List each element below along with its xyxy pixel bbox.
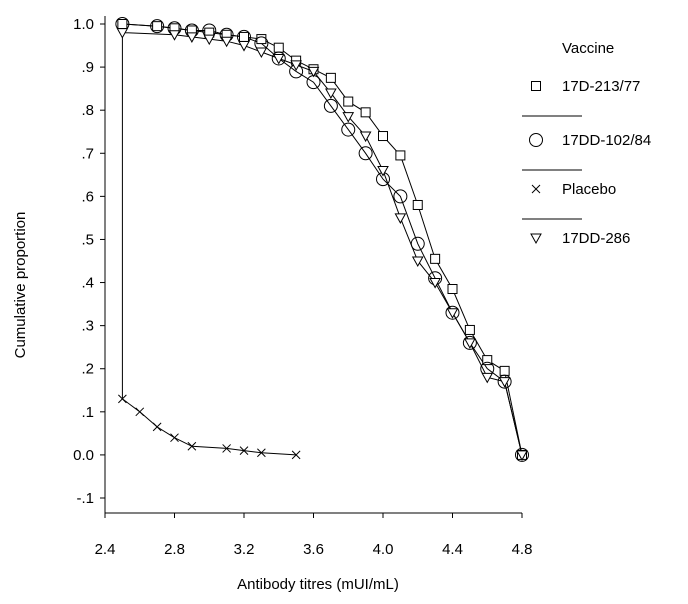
data-point-series-4 [516,450,528,461]
data-point-series-4 [498,377,511,388]
data-point-series-1 [256,34,267,45]
x-tick-label: 4.4 [442,541,463,558]
x-tick-label: 4.0 [373,541,394,558]
data-point-series-2 [271,51,286,66]
data-point-series-2 [497,374,512,389]
data-point-series-1 [464,324,475,335]
y-tick-label: .2 [81,361,94,378]
data-point-series-4 [481,372,494,384]
x-tick-label: 2.4 [95,541,116,558]
x-tick-label: 2.8 [164,541,185,558]
data-point-series-2 [445,305,460,320]
legend-marker-2 [529,133,543,147]
series-line-3 [121,24,297,456]
data-point-series-2 [462,335,477,350]
data-point-series-1 [360,107,371,118]
x-axis-label: Antibody titres (mUI/mL) [237,576,399,593]
x-ticks: 2.4 2.8 3.2 3.6 4.0 4.4 4.8 [95,513,533,558]
y-tick-label: .4 [81,275,94,292]
series-line-1 [122,23,523,456]
data-point-series-4 [116,28,129,39]
data-point-series-1 [412,199,423,210]
y-tick-label: .8 [81,102,94,119]
data-point-series-3 [257,448,266,458]
data-point-series-4 [272,53,285,65]
x-tick-label: 3.6 [303,541,324,558]
data-point-series-4 [446,308,459,319]
data-point-series-1 [378,131,388,142]
data-point-series-4 [238,41,250,52]
data-point-series-4 [464,338,476,349]
legend-label-1: 17D-213/77 [562,78,640,95]
data-point-series-4 [290,60,302,71]
data-point-series-3 [239,446,249,455]
y-tick-label: .7 [81,145,94,162]
data-point-series-1 [482,355,493,366]
legend-marker-1 [531,81,541,91]
series-markers [115,17,529,462]
data-point-series-3 [222,444,231,453]
plot-area: 1.0 .9 .8 .7 .6 .5 .4 .3 .2 .1 0.0 -.1 2.4 2.8 3.2 3.6… [73,16,532,558]
y-axis-label: Cumulative proportion [12,212,29,359]
data-point-series-4 [342,112,355,123]
data-point-series-4 [429,278,441,289]
legend: Vaccine 17D-213/77 17DD-102/84 Placebo 17DD… [522,40,651,247]
legend-label-2: 17DD-102/84 [562,132,651,149]
legend-label-4: 17DD-286 [562,230,630,247]
x-tick-label: 4.8 [512,541,533,558]
data-point-series-1 [447,284,458,295]
data-point-series-1 [273,42,284,53]
data-point-series-1 [499,365,510,376]
data-point-series-2 [358,146,373,161]
y-tick-label: .6 [81,188,94,205]
data-point-series-4 [168,30,181,41]
data-point-series-3 [291,450,301,460]
y-tick-label: 0.0 [73,447,94,464]
y-tick-label: .9 [81,59,94,76]
data-point-series-4 [186,32,198,43]
data-point-series-3 [118,394,127,404]
data-point-series-4 [203,34,216,46]
data-point-series-2 [410,236,425,251]
data-point-series-2 [393,189,408,204]
data-point-series-3 [152,422,162,432]
data-point-series-1 [395,150,406,161]
y-tick-label: .5 [81,231,94,248]
data-point-series-2 [323,98,338,113]
data-point-series-3 [170,433,179,443]
data-point-series-4 [394,213,407,224]
data-point-series-4 [325,88,337,99]
data-point-series-4 [220,36,233,48]
y-tick-label: .1 [81,404,94,421]
data-point-series-4 [255,47,268,59]
y-ticks: 1.0 .9 .8 .7 .6 .5 .4 .3 .2 .1 0.0 -.1 [73,16,105,507]
y-tick-label: -.1 [76,490,94,507]
data-point-series-4 [359,131,372,143]
legend-title: Vaccine [562,40,614,57]
data-point-series-4 [411,256,424,268]
y-tick-label: .3 [81,318,94,335]
data-point-series-2 [515,447,529,462]
data-point-series-2 [341,122,356,137]
data-point-series-1 [239,31,249,42]
data-point-series-1 [430,253,441,264]
data-point-series-1 [117,19,128,29]
x-tick-label: 3.2 [234,541,255,558]
data-point-series-1 [152,21,163,32]
y-tick-label: 1.0 [73,16,94,33]
legend-marker-4 [530,233,542,245]
data-point-series-3 [187,441,197,451]
data-point-series-2 [150,19,165,34]
data-point-series-3 [135,407,145,417]
series-line-2 [122,23,523,456]
legend-label-3: Placebo [562,181,616,198]
data-point-series-4 [377,166,389,177]
legend-marker-3 [531,184,541,194]
series-lines [121,23,523,456]
data-point-series-1 [325,72,336,83]
data-point-series-4 [307,66,320,78]
data-point-series-1 [343,96,354,107]
series-line-4 [122,32,523,456]
